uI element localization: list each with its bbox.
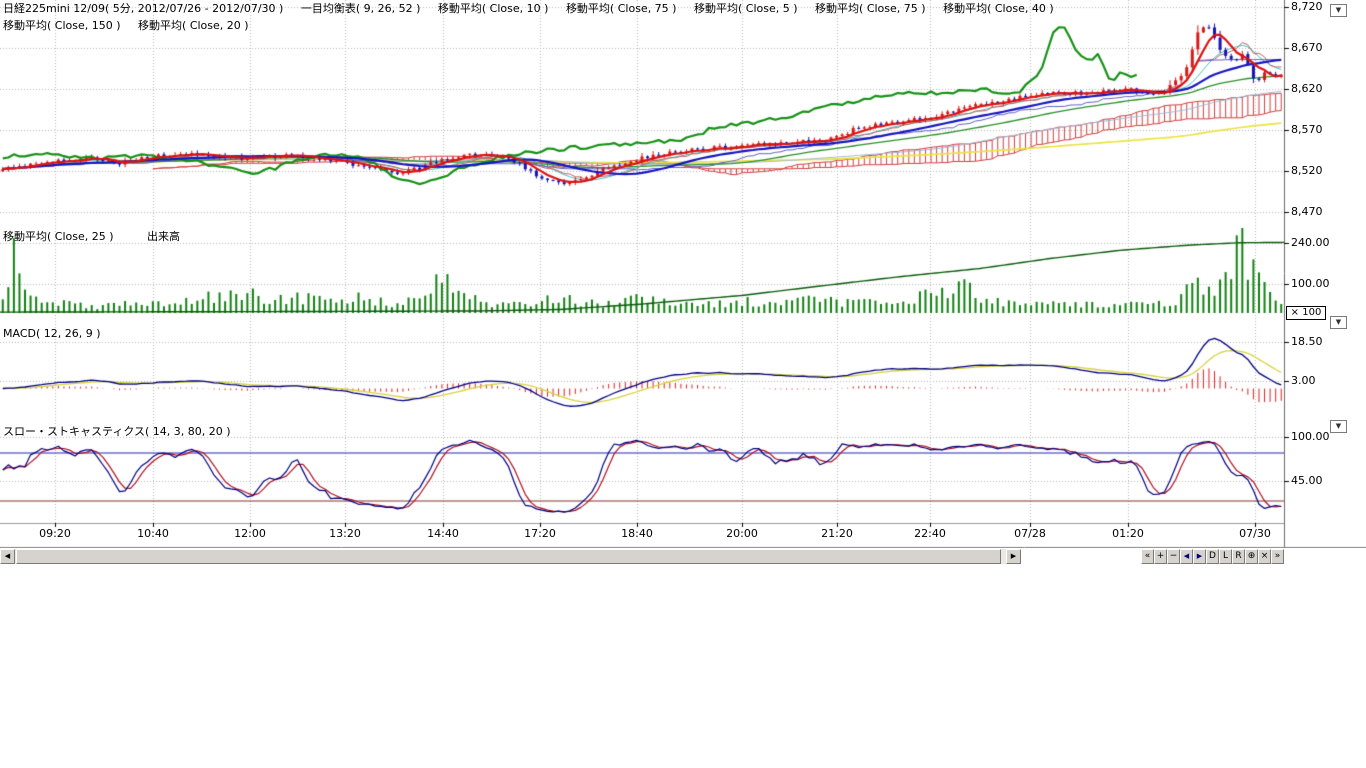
macd-legend: MACD( 12, 26, 9 ) [3,327,101,340]
line-mode-button[interactable]: L [1219,549,1232,564]
magnify-button[interactable]: ⊕ [1245,549,1258,564]
chart-plot-area[interactable] [0,0,1366,548]
plus-icon: + [1156,551,1165,561]
stochastics-pane-legend: スロー・ストキャスティクス( 14, 3, 80, 20 ) [3,425,245,438]
left-arrow-icon: ◀ [1183,552,1190,560]
x-axis-label: 21:20 [821,527,853,540]
stoch-pane-dropdown-button[interactable]: ▼ [1330,420,1347,433]
price-pane-legend-row1: 日経225mini 12/09( 5分, 2012/07/26 - 2012/0… [3,2,1068,15]
x-axis-label: 07/30 [1239,527,1271,540]
pan-right-button[interactable]: ▶ [1193,549,1206,564]
x-axis-label: 01:20 [1112,527,1144,540]
volume-legend: 出来高 [147,230,181,243]
zoom-in-button[interactable]: + [1154,549,1167,564]
right-arrow-icon: ▶ [1196,552,1203,560]
x-axis-label: 18:40 [621,527,653,540]
stoch-axis-label: 45.00 [1291,474,1323,487]
x-axis-label: 20:00 [726,527,758,540]
close-button[interactable]: × [1258,549,1271,564]
right-arrow-icon: ▶ [1010,552,1017,560]
price-axis-label: 8,570 [1291,123,1323,136]
volume-axis-label: 240.00 [1291,236,1330,249]
x-axis-label: 22:40 [914,527,946,540]
zoom-out-button[interactable]: − [1167,549,1180,564]
reset-button[interactable]: R [1232,549,1245,564]
macd-axis-label: 18.50 [1291,335,1323,348]
macd-pane-dropdown-button[interactable]: ▼ [1330,316,1347,329]
pan-left-button[interactable]: ◀ [1180,549,1193,564]
left-arrow-icon: ◀ [4,552,11,560]
double-left-icon: « [1144,551,1151,561]
scrollbar-thumb[interactable] [16,549,1001,564]
scrollbar-right-arrow[interactable]: ▶ [1006,549,1021,564]
letter-d-icon: D [1209,551,1216,561]
scroll-far-right-button[interactable]: » [1271,549,1284,564]
volume-multiplier-box: × 100 [1286,306,1326,320]
ma5-legend: 移動平均( Close, 5 ) [693,2,798,15]
data-window-button[interactable]: D [1206,549,1219,564]
price-axis-label: 8,470 [1291,205,1323,218]
volume-pane-legend: 移動平均( Close, 25 ) 出来高 [3,230,194,243]
chevron-down-icon: ▼ [1335,6,1342,14]
x-axis-label: 07/28 [1014,527,1046,540]
x-axis-label: 13:20 [329,527,361,540]
stoch-axis-label: 100.00 [1291,430,1330,443]
stochastics-legend: スロー・ストキャスティクス( 14, 3, 80, 20 ) [3,425,231,438]
price-axis-label: 8,620 [1291,82,1323,95]
macd-axis-label: 3.00 [1291,374,1316,387]
ma40-legend: 移動平均( Close, 40 ) [943,2,1054,15]
ichimoku-legend: 一目均衡表( 9, 26, 52 ) [300,2,421,15]
volume-ma-legend: 移動平均( Close, 25 ) [3,230,114,243]
price-pane-legend-row2: 移動平均( Close, 150 ) 移動平均( Close, 20 ) [3,19,263,32]
letter-r-icon: R [1235,551,1242,561]
ma150-legend: 移動平均( Close, 150 ) [3,19,121,32]
x-axis-label: 10:40 [137,527,169,540]
chevron-down-icon: ▼ [1335,422,1342,430]
chart-title: 日経225mini 12/09( 5分, 2012/07/26 - 2012/0… [3,2,284,15]
ma75-legend: 移動平均( Close, 75 ) [565,2,677,15]
scroll-far-left-button[interactable]: « [1141,549,1154,564]
x-axis-label: 12:00 [234,527,266,540]
x-axis-label: 09:20 [39,527,71,540]
ma75b-legend: 移動平均( Close, 75 ) [815,2,926,15]
price-axis-label: 8,520 [1291,164,1323,177]
double-right-icon: » [1274,551,1281,561]
macd-pane-legend: MACD( 12, 26, 9 ) [3,327,115,340]
chevron-down-icon: ▼ [1335,318,1342,326]
ma10-legend: 移動平均( Close, 10 ) [437,2,549,15]
volume-axis-label: 100.00 [1291,277,1330,290]
x-axis-label: 17:20 [524,527,556,540]
close-icon: × [1260,551,1269,561]
ma20-legend: 移動平均( Close, 20 ) [138,19,249,32]
magnifier-icon: ⊕ [1247,551,1256,561]
price-axis-label: 8,720 [1291,0,1323,13]
price-axis-label: 8,670 [1291,41,1323,54]
x-axis-label: 14:40 [427,527,459,540]
minus-icon: − [1169,551,1178,561]
scrollbar-left-arrow[interactable]: ◀ [0,549,15,564]
price-pane-dropdown-button[interactable]: ▼ [1330,4,1347,17]
letter-l-icon: L [1222,551,1228,561]
